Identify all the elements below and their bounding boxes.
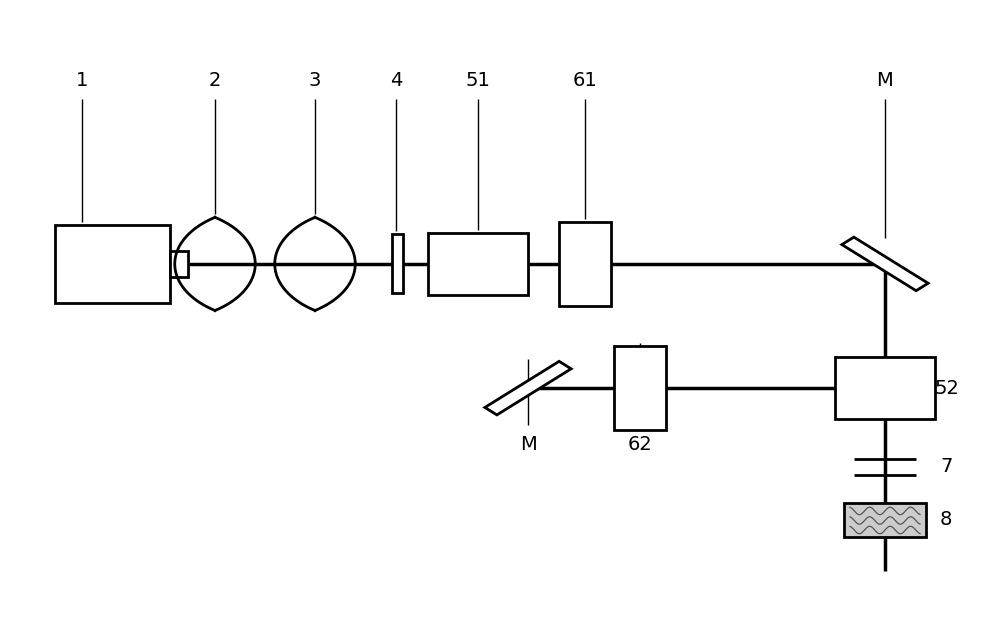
- Text: 4: 4: [390, 71, 402, 90]
- Bar: [835, 357, 935, 419]
- Polygon shape: [842, 237, 928, 291]
- Text: 7: 7: [940, 458, 952, 476]
- Text: 3: 3: [309, 71, 321, 90]
- Polygon shape: [485, 361, 571, 415]
- Text: 51: 51: [466, 71, 490, 90]
- Text: M: M: [520, 435, 536, 453]
- Bar: [170, 251, 188, 277]
- Text: M: M: [877, 71, 893, 90]
- Bar: [392, 235, 403, 294]
- Text: 2: 2: [209, 71, 221, 90]
- Text: 1: 1: [76, 71, 88, 90]
- Text: 8: 8: [940, 510, 952, 529]
- Text: 52: 52: [935, 379, 960, 397]
- Text: 61: 61: [573, 71, 597, 90]
- Bar: [559, 222, 611, 306]
- Bar: [428, 233, 528, 295]
- Bar: [55, 225, 170, 303]
- Bar: [844, 503, 926, 537]
- Text: 62: 62: [628, 435, 652, 453]
- Bar: [614, 347, 666, 430]
